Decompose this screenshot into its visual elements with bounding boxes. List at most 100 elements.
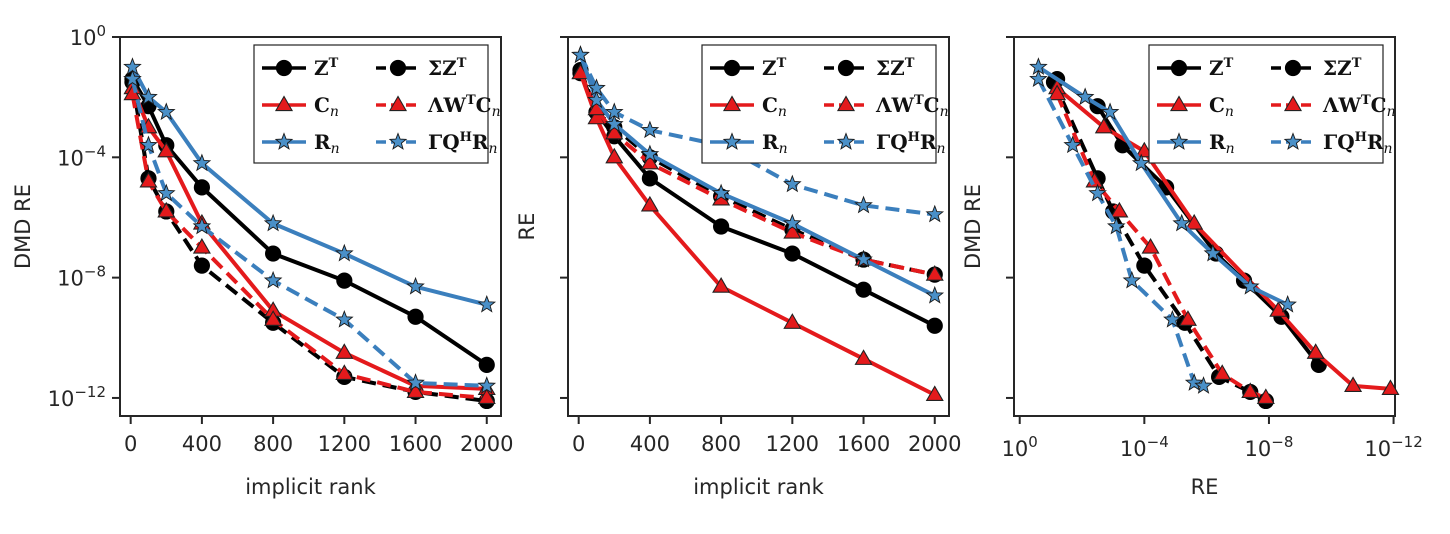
data-point [854, 195, 873, 214]
data-point [711, 183, 731, 202]
y-axis-label: DMD RE [961, 184, 985, 269]
x-axis-label: implicit rank [245, 475, 376, 499]
series-line [578, 72, 936, 397]
x-tick-label: 800 [253, 432, 293, 456]
data-point [1194, 376, 1213, 394]
y-tick-label: 10−4 [57, 142, 106, 170]
data-point [407, 308, 424, 325]
data-point [139, 87, 158, 106]
data-point [926, 317, 943, 334]
series-line [1036, 78, 1205, 388]
data-point [193, 257, 210, 274]
legend-marker-circle [837, 59, 855, 77]
data-point [157, 102, 176, 121]
legend-marker-circle [723, 59, 741, 77]
x-tick-label: 2000 [460, 432, 513, 456]
data-point [406, 373, 425, 391]
x-tick-label: 2000 [908, 432, 961, 456]
series-line [130, 78, 487, 388]
series-ΓQ^HR_n [123, 69, 497, 394]
data-point [406, 276, 425, 295]
data-point [1075, 87, 1095, 106]
legend-label: ΛWTCn [875, 93, 949, 120]
series-ΛW^TC_n [1048, 84, 1275, 405]
legend-label: Cn [762, 93, 787, 120]
data-point [335, 343, 354, 359]
data-point [1135, 141, 1154, 158]
x-tick-label: 100 [1002, 433, 1038, 461]
y-tick-label: 100 [70, 22, 106, 50]
data-point [640, 153, 659, 170]
data-point [855, 281, 872, 298]
legend: ZT ΣZT Cn ΛWTCn Rn ΓQHRn [253, 44, 501, 164]
data-point [1213, 364, 1232, 380]
legend-label: ΓQHRn [876, 130, 946, 157]
legend-label: Cn [314, 93, 339, 120]
x-tick-label: 1200 [766, 432, 819, 456]
legend-marker-triangle [388, 95, 408, 112]
data-point [139, 171, 158, 188]
data-point [783, 222, 802, 239]
series-line [578, 54, 936, 217]
data-point [477, 376, 497, 394]
data-point [925, 385, 944, 402]
data-point [854, 249, 873, 268]
data-point [712, 277, 731, 293]
legend-label: ΣZT [1323, 56, 1362, 80]
x-tick-label: 0 [124, 432, 137, 456]
data-point [587, 78, 606, 97]
data-point [1048, 84, 1067, 101]
panel-right: 100 10−4 10−8 10−12 RE DMD RE ZT ΣZT Cn ΛWTCn Rn ΓQ… [961, 36, 1423, 499]
data-point [605, 123, 624, 140]
legend-marker-star [1283, 132, 1303, 150]
data-point [123, 84, 142, 101]
data-point [640, 144, 660, 163]
series-R_n [1029, 57, 1297, 313]
legend-marker-triangle [836, 95, 856, 112]
data-point [263, 213, 283, 232]
data-point [605, 114, 624, 133]
data-point [641, 170, 658, 187]
legend-label: Rn [314, 130, 340, 157]
data-point [192, 237, 211, 254]
data-point [1110, 201, 1129, 218]
x-tick-label: 0 [572, 432, 585, 456]
data-point [713, 218, 730, 235]
data-point [1306, 343, 1325, 359]
x-tick-label: 400 [182, 432, 222, 456]
legend-marker-triangle [274, 95, 294, 112]
data-point [640, 120, 660, 139]
data-point [265, 245, 282, 262]
data-point [1184, 373, 1204, 391]
x-tick-label: 10−12 [1364, 433, 1422, 461]
data-point [1344, 376, 1363, 392]
data-point [335, 243, 354, 262]
legend-label: ZT [1209, 56, 1234, 80]
data-point [139, 135, 158, 154]
data-point [1185, 213, 1204, 230]
data-point [1063, 135, 1082, 154]
data-point [193, 179, 210, 196]
data-point [1381, 379, 1400, 396]
data-point [1029, 69, 1048, 88]
legend-marker-star [1169, 132, 1189, 150]
data-point [925, 204, 945, 223]
legend-marker-star [722, 132, 742, 150]
legend-marker-circle [1170, 59, 1188, 77]
data-point [335, 309, 354, 328]
data-point [478, 356, 495, 373]
panel-left: 100 10−4 10−8 10−12 0 400 800 1200 1600 2000 impli… [11, 22, 513, 499]
data-point [783, 174, 802, 193]
panel-middle: 0 400 800 1200 1600 2000 implicit rank RE ZT ΣZT C… [515, 36, 961, 499]
data-point [1100, 102, 1120, 121]
legend-marker-circle [389, 59, 407, 77]
x-tick-label: 1600 [837, 432, 890, 456]
legend-label: ZT [314, 56, 339, 80]
data-point [1172, 213, 1192, 232]
data-point [192, 216, 212, 235]
legend-marker-circle [275, 59, 293, 77]
y-axis-label: RE [515, 213, 539, 241]
data-point [1088, 183, 1107, 202]
y-axis-label: DMD RE [11, 184, 35, 269]
